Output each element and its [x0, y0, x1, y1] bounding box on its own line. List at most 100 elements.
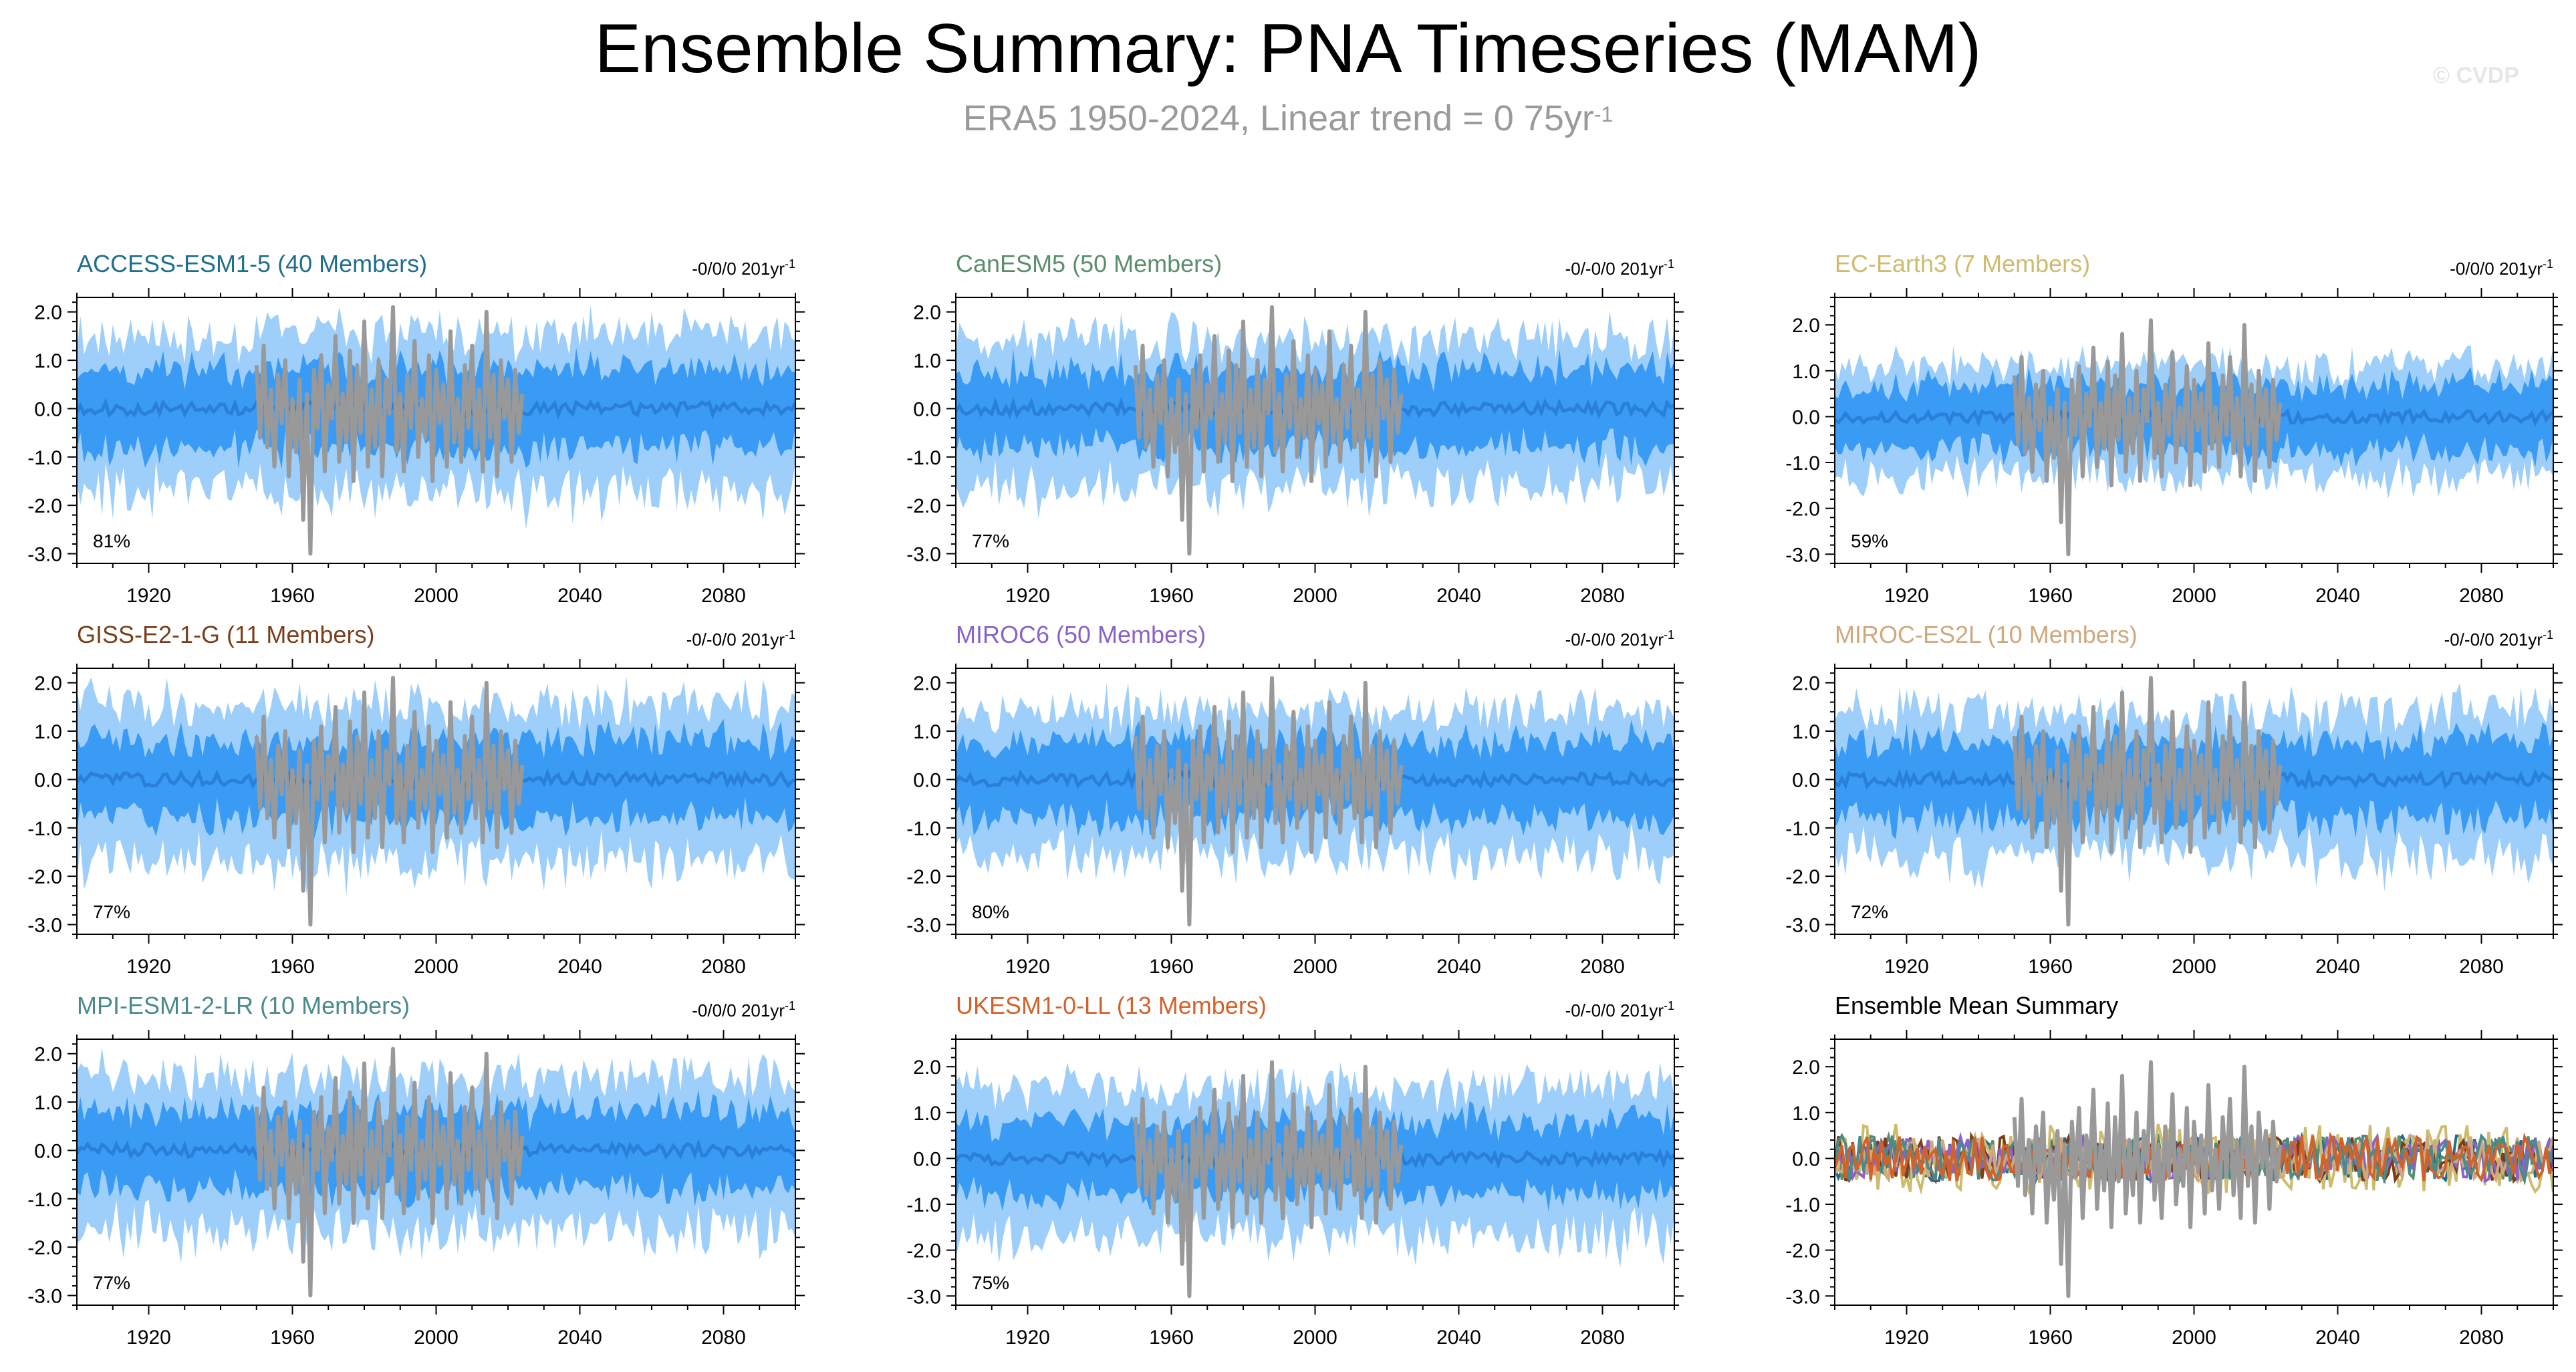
y-tick-label: -1.0 — [27, 818, 62, 840]
panel-trend: -0/-0/0 201yr-1 — [1565, 999, 1674, 1020]
observations-line — [1133, 1060, 1404, 1298]
observations-line — [254, 305, 525, 556]
y-tick-label: -1.0 — [906, 447, 941, 469]
panel-percent: 59% — [1851, 531, 1888, 551]
y-tick-label: 2.0 — [1792, 1057, 1820, 1079]
panel-trend: -0/-0/0 201yr-1 — [2444, 628, 2553, 650]
panel-title: GISS-E2-1-G (11 Members) — [77, 621, 374, 648]
y-tick-label: -2.0 — [906, 1240, 941, 1262]
x-tick-label: 2040 — [557, 585, 602, 607]
chart-panel: 2.0 1.0 0.0 -1.0 -2.0 -3.0 1920 1960 2000 2040 208… — [27, 621, 805, 978]
x-tick-label: 2000 — [2172, 1327, 2216, 1349]
panel-trend: -0/0/0 201yr-1 — [2450, 257, 2553, 279]
y-tick-label: -1.0 — [27, 1189, 62, 1211]
panel-percent: 80% — [972, 902, 1009, 922]
y-tick-label: 1.0 — [1792, 721, 1820, 743]
plot-area — [77, 676, 795, 927]
x-tick-label: 2000 — [414, 585, 459, 607]
x-tick-label: 1920 — [1005, 1327, 1050, 1349]
y-tick-label: -1.0 — [1785, 1194, 1820, 1216]
y-tick-label: -3.0 — [27, 915, 62, 937]
y-tick-label: 0.0 — [913, 769, 941, 791]
observations-line — [2012, 676, 2283, 927]
y-tick-label: -2.0 — [906, 866, 941, 888]
x-tick-label: 2040 — [2315, 1327, 2360, 1349]
y-tick-label: -2.0 — [1785, 866, 1820, 888]
plot-area — [1835, 318, 2553, 557]
chart-panel: 2.0 1.0 0.0 -1.0 -2.0 -3.0 1920 1960 2000 2040 208… — [1785, 992, 2563, 1349]
x-tick-label: 1920 — [126, 1327, 171, 1349]
y-tick-label: -3.0 — [906, 915, 941, 937]
panel-trend: -0/0/0 201yr-1 — [692, 999, 795, 1020]
plot-area — [1835, 1060, 2553, 1298]
y-tick-label: 0.0 — [913, 398, 941, 420]
watermark: © CVDP — [2433, 63, 2519, 88]
y-tick-label: 2.0 — [34, 673, 62, 695]
y-tick-label: 2.0 — [1792, 673, 1820, 695]
x-tick-label: 1920 — [1884, 956, 1929, 978]
y-tick-label: -1.0 — [906, 1194, 941, 1216]
y-tick-label: -2.0 — [906, 495, 941, 517]
y-tick-label: 2.0 — [913, 1057, 941, 1079]
x-tick-label: 2080 — [701, 585, 746, 607]
x-tick-label: 2000 — [414, 956, 459, 978]
observations-line — [1133, 305, 1404, 556]
x-tick-label: 2000 — [2172, 585, 2216, 607]
panel-percent: 72% — [1851, 902, 1888, 922]
x-tick-label: 2080 — [1580, 585, 1625, 607]
y-tick-label: 0.0 — [913, 1148, 941, 1170]
x-tick-label: 1960 — [1149, 585, 1194, 607]
x-tick-label: 2080 — [2459, 1327, 2504, 1349]
x-tick-label: 2000 — [2172, 956, 2216, 978]
observations-line — [2012, 1060, 2283, 1298]
chart-panel: 2.0 1.0 0.0 -1.0 -2.0 -3.0 1920 1960 2000 2040 208… — [27, 250, 805, 607]
y-tick-label: 0.0 — [1792, 1148, 1820, 1170]
chart-panel: 2.0 1.0 0.0 -1.0 -2.0 -3.0 1920 1960 2000 2040 208… — [906, 992, 1684, 1349]
panel-title: MIROC6 (50 Members) — [956, 621, 1206, 648]
x-tick-label: 1960 — [270, 585, 315, 607]
y-tick-label: -3.0 — [1785, 915, 1820, 937]
y-tick-label: -2.0 — [27, 495, 62, 517]
x-tick-label: 2080 — [701, 956, 746, 978]
observations-line — [254, 676, 525, 927]
panel-title: MIROC-ES2L (10 Members) — [1835, 621, 2138, 648]
panel-trend: -0/-0/0 201yr-1 — [1565, 257, 1674, 279]
x-tick-label: 1920 — [126, 585, 171, 607]
y-tick-label: -3.0 — [27, 1286, 62, 1308]
x-tick-label: 1920 — [1005, 956, 1050, 978]
y-tick-label: -2.0 — [1785, 1240, 1820, 1262]
x-tick-label: 2040 — [2315, 956, 2360, 978]
y-tick-label: 2.0 — [34, 1044, 62, 1066]
y-tick-label: 1.0 — [913, 721, 941, 743]
x-tick-label: 1920 — [1884, 1327, 1929, 1349]
y-tick-label: 2.0 — [34, 302, 62, 324]
y-tick-label: -3.0 — [906, 544, 941, 566]
y-tick-label: 0.0 — [34, 1140, 62, 1162]
chart-panel: 2.0 1.0 0.0 -1.0 -2.0 -3.0 1920 1960 2000 2040 208… — [906, 250, 1684, 607]
subtitle-text: ERA5 1950-2024, Linear trend = 0 75yr — [962, 98, 1594, 138]
x-tick-label: 1960 — [2028, 585, 2073, 607]
plot-area — [956, 305, 1674, 556]
y-tick-label: 0.0 — [34, 398, 62, 420]
x-tick-label: 2080 — [1580, 1327, 1625, 1349]
panel-trend: -0/-0/0 201yr-1 — [686, 628, 795, 650]
observations-line — [1133, 676, 1404, 927]
observations-line — [2012, 318, 2283, 557]
x-tick-label: 1960 — [270, 956, 315, 978]
y-tick-label: -3.0 — [27, 544, 62, 566]
panel-trend: -0/-0/0 201yr-1 — [1565, 628, 1674, 650]
y-tick-label: 1.0 — [34, 721, 62, 743]
panel-percent: 81% — [93, 531, 130, 551]
y-tick-label: 2.0 — [1792, 315, 1820, 337]
y-tick-label: -3.0 — [1785, 1286, 1820, 1308]
y-tick-label: 0.0 — [1792, 406, 1820, 428]
x-tick-label: 2080 — [2459, 956, 2504, 978]
chart-panel: 2.0 1.0 0.0 -1.0 -2.0 -3.0 1920 1960 2000 2040 208… — [1785, 250, 2563, 607]
figure-subtitle: ERA5 1950-2024, Linear trend = 0 75yr-1 — [0, 97, 2576, 140]
y-tick-label: -2.0 — [27, 866, 62, 888]
x-tick-label: 1960 — [2028, 1327, 2073, 1349]
x-tick-label: 2040 — [1436, 585, 1481, 607]
x-tick-label: 2000 — [1293, 1327, 1337, 1349]
y-tick-label: -2.0 — [27, 1237, 62, 1259]
